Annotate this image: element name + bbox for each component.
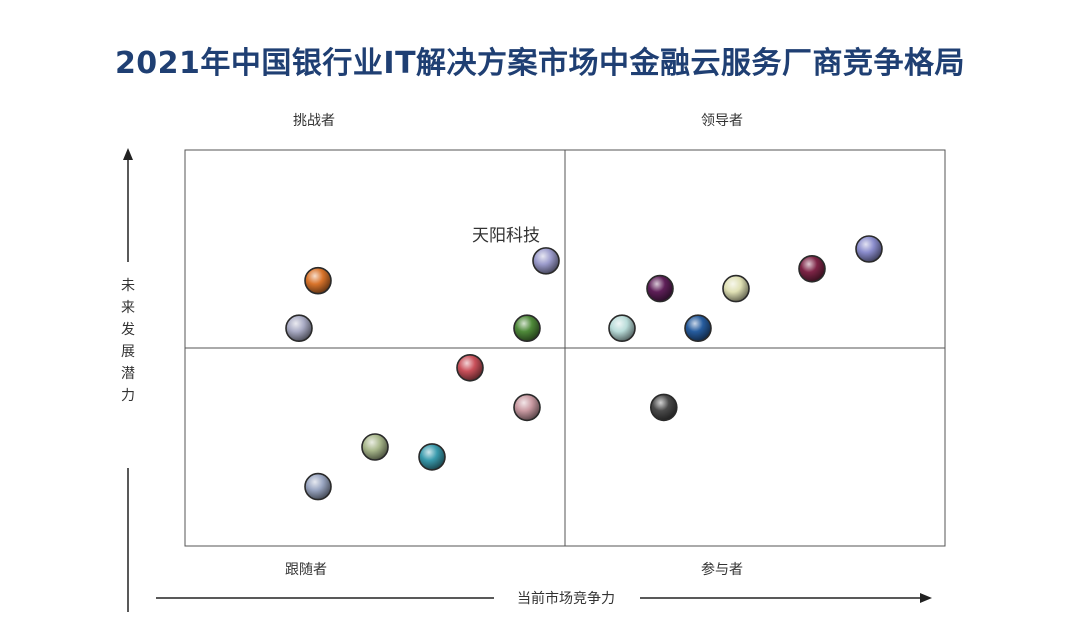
data-point bbox=[684, 314, 712, 343]
data-point bbox=[361, 433, 389, 461]
x-axis-label: 当前市场竞争力 bbox=[517, 590, 615, 607]
y-axis-label-char: 展 bbox=[121, 344, 135, 360]
quadrant-label-bottom-right: 参与者 bbox=[701, 561, 743, 578]
data-point bbox=[418, 443, 446, 471]
data-point bbox=[649, 393, 678, 422]
quadrant-label-top-right: 领导者 bbox=[701, 113, 743, 129]
y-axis-arrowhead bbox=[123, 148, 133, 160]
x-axis-arrowhead bbox=[920, 593, 932, 603]
y-axis-label-char: 未 bbox=[121, 278, 135, 294]
y-axis-label-char: 发 bbox=[121, 322, 135, 338]
data-point bbox=[532, 247, 560, 275]
quadrant-label-top-left: 挑战者 bbox=[293, 113, 335, 129]
data-point bbox=[304, 472, 332, 501]
data-point bbox=[798, 254, 826, 283]
data-point bbox=[608, 314, 636, 343]
points-layer: 天阳科技 bbox=[285, 226, 883, 501]
chart-title: 2021年中国银行业IT解决方案市场中金融云服务厂商竞争格局 bbox=[114, 46, 966, 81]
y-axis-label-char: 力 bbox=[121, 388, 135, 404]
data-point-label: 天阳科技 bbox=[472, 226, 540, 246]
y-axis-label-char: 来 bbox=[121, 300, 135, 316]
y-axis-label-char: 潜 bbox=[121, 366, 135, 382]
data-point bbox=[513, 314, 541, 343]
data-point bbox=[646, 274, 674, 303]
data-point bbox=[304, 266, 332, 295]
data-point bbox=[285, 314, 313, 343]
data-point bbox=[513, 393, 541, 422]
data-point bbox=[456, 353, 484, 382]
data-point bbox=[855, 235, 883, 263]
quadrant-label-bottom-left: 跟随者 bbox=[285, 562, 327, 578]
data-point bbox=[722, 274, 750, 303]
